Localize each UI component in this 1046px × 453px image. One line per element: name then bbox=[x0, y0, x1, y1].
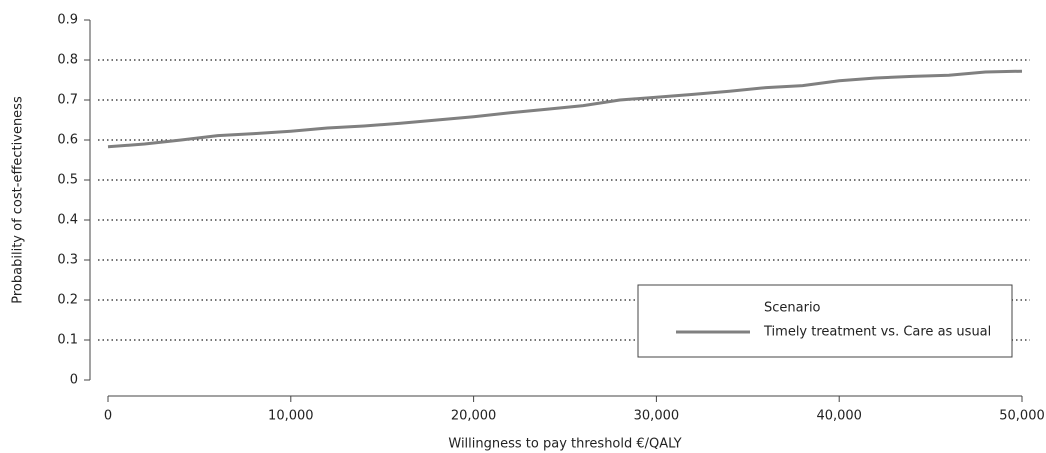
x-tick-label: 40,000 bbox=[816, 409, 862, 424]
y-tick-label: 0.6 bbox=[57, 133, 78, 148]
x-tick-label: 30,000 bbox=[634, 409, 680, 424]
y-tick-label: 0.5 bbox=[57, 173, 78, 188]
y-axis-label: Probability of cost-effectiveness bbox=[11, 96, 26, 304]
x-tick-label: 0 bbox=[104, 409, 112, 424]
x-tick-label: 20,000 bbox=[451, 409, 497, 424]
x-tick-label: 50,000 bbox=[999, 409, 1045, 424]
y-tick-label: 0.4 bbox=[57, 213, 78, 228]
y-tick-label: 0.9 bbox=[57, 13, 78, 28]
y-tick-label: 0.8 bbox=[57, 53, 78, 68]
y-tick-label: 0.3 bbox=[57, 253, 78, 268]
x-axis-label: Willingness to pay threshold €/QALY bbox=[448, 437, 681, 452]
y-tick-label: 0 bbox=[70, 373, 78, 388]
y-tick-label: 0.7 bbox=[57, 93, 78, 108]
legend-label: Timely treatment vs. Care as usual bbox=[763, 325, 991, 340]
y-tick-label: 0.2 bbox=[57, 293, 78, 308]
data-line bbox=[107, 69, 1023, 149]
legend-title: Scenario bbox=[764, 301, 821, 316]
y-tick-label: 0.1 bbox=[57, 333, 78, 348]
legend-box bbox=[637, 284, 1013, 358]
x-tick-label: 10,000 bbox=[268, 409, 314, 424]
